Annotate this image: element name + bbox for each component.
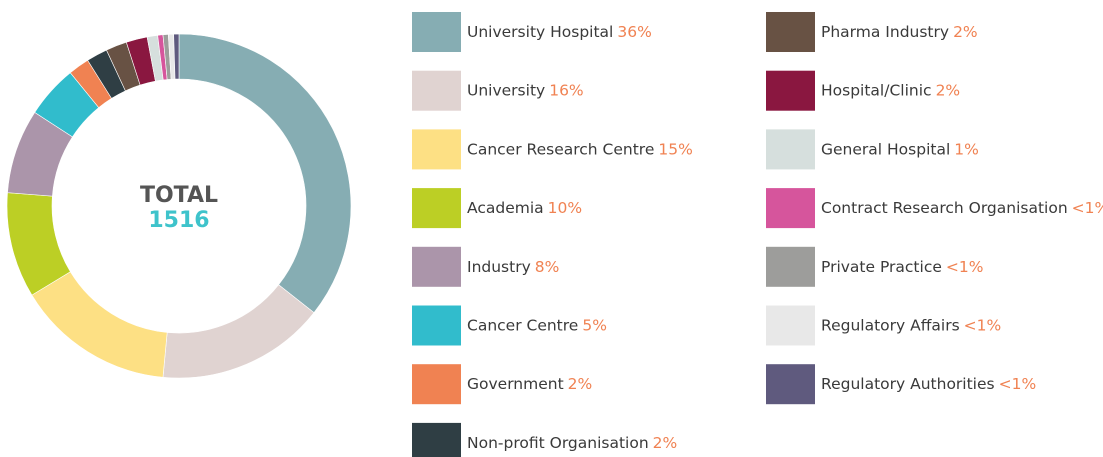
legend-percent: <1% [1072, 199, 1103, 217]
legend-swatch [766, 70, 815, 111]
legend-swatch [766, 188, 815, 229]
legend-label: University Hospital 36% [467, 23, 652, 41]
legend-label: Contract Research Organisation<1% [821, 199, 1103, 217]
legend-percent: 2% [653, 433, 678, 451]
legend-name: Cancer Centre [467, 316, 578, 334]
legend-swatch [412, 305, 461, 346]
slice [162, 284, 315, 379]
legend-percent: 2% [936, 81, 961, 99]
legend-name: University Hospital [467, 23, 613, 41]
legend-name: Regulatory Affairs [821, 316, 960, 334]
legend-label: Regulatory Authorities <1% [821, 375, 1036, 393]
center-label: TOTAL [140, 183, 218, 208]
legend-name: Pharma Industry [821, 23, 949, 41]
legend-swatch [766, 364, 815, 405]
legend-swatch [412, 364, 461, 405]
legend-swatch [766, 305, 815, 346]
legend-percent: <1% [946, 257, 984, 275]
legend-name: Industry [467, 257, 531, 275]
legend-label: Private Practice <1% [821, 257, 983, 275]
legend-name: Contract Research Organisation [821, 199, 1068, 217]
legend-label: Industry 8% [467, 257, 559, 275]
legend-swatch [412, 188, 461, 229]
legend-name: University [467, 81, 545, 99]
legend-name: Private Practice [821, 257, 942, 275]
slice [31, 271, 168, 378]
legend-name: General Hospital [821, 140, 950, 158]
slice [173, 33, 180, 80]
legend-swatch [412, 246, 461, 287]
legend-label: Regulatory Affairs <1% [821, 316, 1001, 334]
legend-swatch [412, 129, 461, 170]
legend-swatch [766, 129, 815, 170]
legend-name: Regulatory Authorities [821, 375, 995, 393]
legend-swatch [412, 422, 461, 457]
legend-label: General Hospital 1% [821, 140, 979, 158]
legend-percent: 2% [953, 23, 978, 41]
legend-label: Government 2% [467, 375, 592, 393]
legend-name: Non-profit Organisation [467, 433, 649, 451]
legend-swatch [766, 12, 815, 52]
legend-name: Cancer Research Centre [467, 140, 654, 158]
legend-percent: 15% [658, 140, 692, 158]
legend-percent: <1% [999, 375, 1037, 393]
center-total: 1516 [148, 208, 209, 233]
legend-percent: 1% [954, 140, 979, 158]
legend-label: Non-profit Organisation 2% [467, 433, 677, 451]
legend-label: Cancer Centre 5% [467, 316, 607, 334]
legend-label: Academia 10% [467, 199, 582, 217]
legend-label: Pharma Industry 2% [821, 23, 978, 41]
legend-percent: 8% [535, 257, 560, 275]
legend-percent: 36% [617, 23, 651, 41]
legend-label: Cancer Research Centre 15% [467, 140, 693, 158]
slice [178, 33, 352, 314]
legend-percent: 10% [548, 199, 582, 217]
legend-name: Hospital/Clinic [821, 81, 932, 99]
legend-swatch [412, 70, 461, 111]
legend-label: University 16% [467, 81, 584, 99]
legend-swatch [412, 12, 461, 52]
legend-name: Academia [467, 199, 544, 217]
legend-swatch [766, 246, 815, 287]
legend-percent: 16% [549, 81, 583, 99]
legend-percent: <1% [964, 316, 1002, 334]
legend-label: Hospital/Clinic 2% [821, 81, 960, 99]
legend-name: Government [467, 375, 564, 393]
legend-percent: 5% [582, 316, 607, 334]
legend-percent: 2% [568, 375, 593, 393]
